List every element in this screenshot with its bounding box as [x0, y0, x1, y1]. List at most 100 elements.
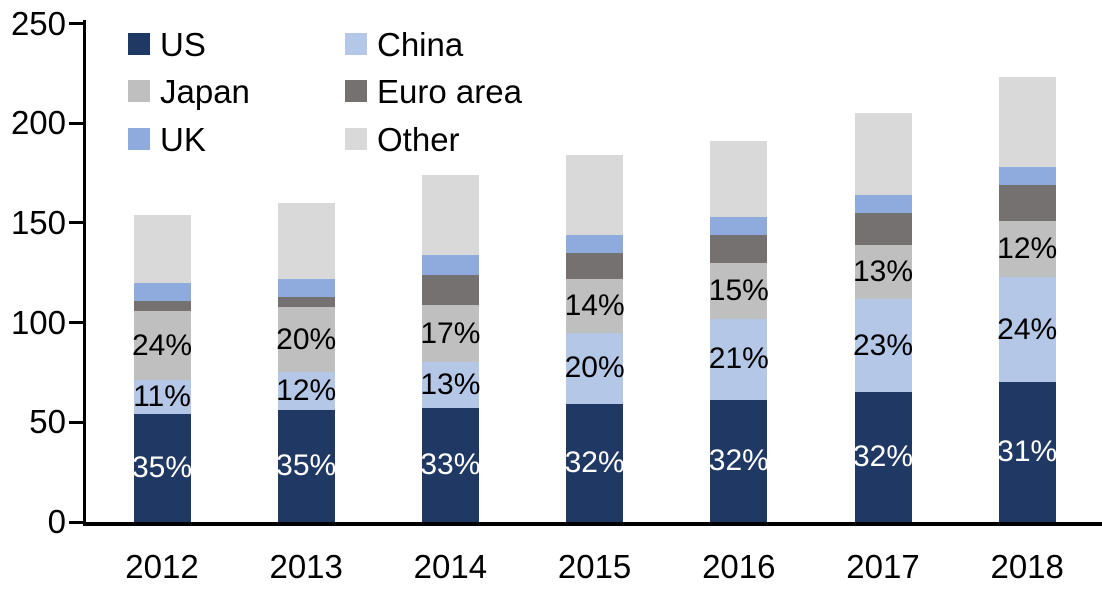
data-label-japan-2015: 14% — [564, 288, 625, 322]
bar-2017: 32% 23% 13% — [852, 113, 914, 522]
legend-item-us: US — [128, 28, 206, 61]
bar-segment-uk-2018 — [998, 167, 1056, 186]
bar-segment-uk-2015 — [566, 234, 624, 253]
bar-2012: 35% 11% 24% — [131, 214, 193, 522]
legend-label-us: US — [160, 25, 206, 63]
y-tick-0 — [69, 520, 83, 524]
legend-item-uk: UK — [128, 123, 206, 156]
bar-segment-uk-2013 — [277, 278, 335, 297]
bar-segment-japan-2012: 24% — [131, 310, 193, 381]
data-label-japan-2017: 13% — [852, 254, 914, 288]
bar-2013: 35% 12% 20% — [276, 202, 337, 522]
data-label-us-2016: 32% — [708, 444, 769, 478]
data-label-japan-2012: 24% — [131, 328, 193, 362]
bar-segment-euro-area-2015 — [566, 252, 624, 279]
y-tick-label-150: 150 — [10, 203, 66, 241]
legend-swatch-us — [128, 33, 150, 55]
bar-segment-euro-area-2018 — [998, 185, 1056, 221]
bar-segment-china-2016: 21% — [709, 318, 769, 401]
bar-segment-uk-2016 — [710, 216, 768, 235]
x-tick-label-2018: 2018 — [990, 548, 1064, 585]
legend-label-uk: UK — [160, 120, 206, 158]
y-tick-label-250: 250 — [10, 4, 66, 42]
bar-segment-other-2014 — [421, 175, 479, 255]
bar-segment-china-2017: 23% — [852, 298, 914, 393]
data-label-china-2018: 24% — [997, 312, 1058, 346]
bar-segment-japan-2018: 12% — [997, 220, 1058, 277]
bar-segment-us-2015: 32% — [564, 404, 625, 522]
bar-segment-other-2016 — [710, 141, 768, 217]
legend-swatch-other — [345, 128, 367, 150]
data-label-us-2012: 35% — [131, 451, 193, 485]
data-label-china-2014: 13% — [420, 368, 481, 402]
bar-segment-us-2018: 31% — [997, 382, 1057, 522]
legend-label-japan: Japan — [160, 72, 250, 110]
data-label-japan-2013: 20% — [276, 322, 337, 356]
y-tick-label-50: 50 — [29, 403, 66, 441]
data-label-japan-2018: 12% — [997, 231, 1058, 265]
y-tick-100 — [69, 321, 83, 325]
bar-segment-us-2017: 32% — [852, 392, 914, 522]
y-axis-line — [83, 19, 86, 526]
bar-segment-china-2015: 20% — [564, 332, 625, 405]
bar-segment-us-2013: 35% — [276, 410, 337, 522]
bar-segment-euro-area-2016 — [710, 234, 768, 263]
bar-segment-japan-2014: 17% — [420, 304, 481, 363]
legend-item-other: Other — [345, 123, 460, 156]
bar-segment-us-2016: 32% — [708, 400, 769, 522]
data-label-us-2014: 33% — [420, 448, 481, 482]
bar-2014: 33% 13% 17% — [420, 175, 481, 522]
bar-segment-other-2012 — [133, 214, 191, 283]
bar-segment-japan-2015: 14% — [564, 278, 625, 333]
data-label-us-2013: 35% — [276, 449, 337, 483]
legend-label-other: Other — [377, 120, 460, 158]
y-tick-150 — [69, 221, 83, 225]
legend-swatch-euro-area — [345, 80, 367, 102]
bar-segment-japan-2016: 15% — [708, 262, 769, 319]
bar-segment-other-2017 — [854, 113, 912, 196]
y-tick-label-200: 200 — [10, 104, 66, 142]
bar-segment-china-2018: 24% — [997, 276, 1058, 383]
x-tick-label-2015: 2015 — [557, 548, 632, 585]
x-tick-label-2016: 2016 — [702, 548, 776, 585]
y-tick-50 — [69, 420, 83, 424]
y-tick-200 — [69, 121, 83, 125]
data-label-china-2013: 12% — [276, 374, 337, 408]
y-tick-250 — [69, 22, 83, 25]
data-label-china-2012: 11% — [133, 380, 191, 414]
bar-segment-uk-2017 — [854, 195, 912, 213]
data-label-us-2017: 32% — [852, 440, 914, 474]
legend-swatch-uk — [128, 128, 150, 150]
data-label-us-2015: 32% — [564, 446, 625, 480]
x-tick-label-2017: 2017 — [846, 548, 920, 585]
bar-2015: 32% 20% 14% — [564, 155, 625, 522]
bar-2016: 32% 21% 15% — [708, 141, 769, 522]
data-label-japan-2016: 15% — [708, 273, 769, 307]
y-tick-label-100: 100 — [10, 303, 66, 341]
bar-segment-uk-2012 — [133, 282, 191, 301]
bar-segment-euro-area-2014 — [421, 274, 479, 305]
legend-label-china: China — [377, 25, 464, 63]
x-axis-line — [83, 522, 1102, 526]
bar-segment-japan-2013: 20% — [276, 306, 337, 373]
data-label-china-2017: 23% — [852, 328, 914, 362]
legend-item-euro-area: Euro area — [345, 75, 522, 108]
y-tick-label-0: 0 — [47, 503, 66, 540]
bar-segment-japan-2017: 13% — [852, 244, 914, 299]
bar-segment-china-2013: 12% — [276, 372, 337, 411]
legend-swatch-china — [345, 33, 367, 55]
bar-segment-other-2018 — [998, 77, 1056, 168]
bar-segment-other-2013 — [277, 202, 335, 279]
x-tick-label-2014: 2014 — [413, 548, 488, 585]
bar-2018: 31% 24% 12% — [997, 77, 1058, 522]
data-label-japan-2014: 17% — [420, 316, 481, 350]
legend-label-euro-area: Euro area — [377, 72, 522, 110]
data-label-china-2015: 20% — [564, 351, 625, 385]
bar-segment-uk-2014 — [421, 254, 479, 275]
bar-segment-us-2012: 35% — [131, 414, 193, 522]
legend-item-japan: Japan — [128, 75, 250, 108]
x-tick-label-2013: 2013 — [269, 548, 343, 585]
bar-segment-china-2014: 13% — [420, 362, 481, 409]
bar-segment-euro-area-2012 — [133, 300, 191, 311]
